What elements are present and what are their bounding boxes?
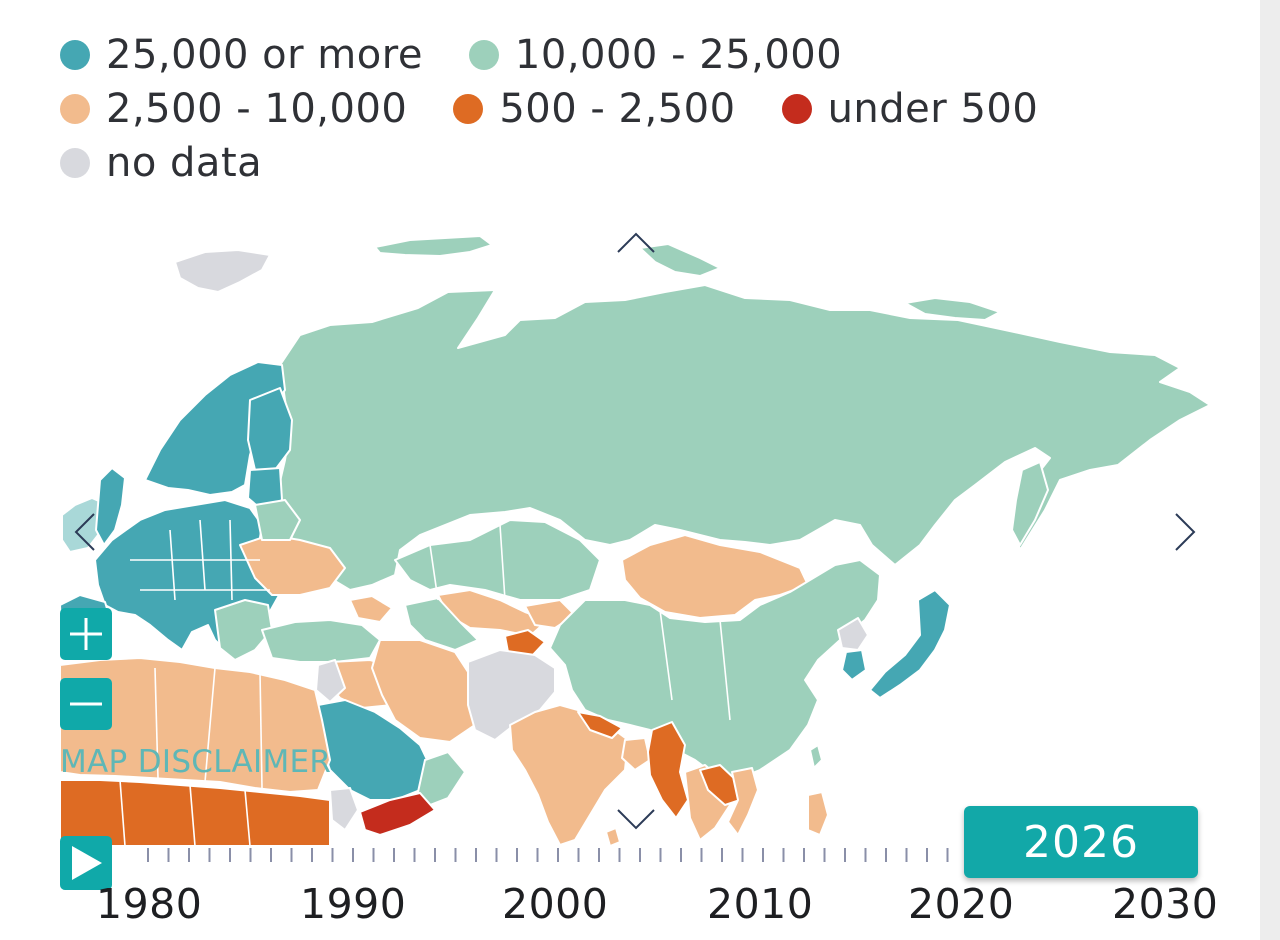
region-japan[interactable] — [869, 589, 951, 699]
legend: 25,000 or more 10,000 - 25,000 2,500 - 1… — [60, 28, 1160, 190]
region-myanmar[interactable] — [647, 721, 689, 819]
legend-label: 25,000 or more — [106, 32, 423, 78]
region-sri-lanka[interactable] — [605, 827, 621, 846]
region-sakhalin[interactable] — [1011, 461, 1049, 546]
region-philippines[interactable] — [807, 791, 829, 836]
legend-swatch — [781, 94, 812, 124]
region-turkey[interactable] — [261, 619, 381, 663]
region-russia[interactable] — [271, 284, 1211, 591]
map-canvas[interactable] — [60, 220, 1220, 846]
map-disclaimer-link[interactable]: MAP DISCLAIMER — [60, 744, 332, 780]
legend-item-500-2500[interactable]: 500 - 2,500 — [453, 86, 735, 132]
region-finland[interactable] — [247, 387, 293, 471]
region-balkans[interactable] — [214, 599, 273, 661]
play-icon — [72, 846, 102, 880]
legend-item-under-500[interactable]: under 500 — [781, 86, 1039, 132]
region-arctic-islands-far-east[interactable] — [904, 297, 1001, 321]
legend-swatch — [453, 94, 484, 124]
region-india[interactable] — [509, 704, 629, 846]
region-mongolia[interactable] — [621, 534, 809, 619]
region-nepal[interactable] — [577, 711, 623, 739]
region-sahel[interactable] — [60, 779, 331, 846]
legend-item-no-data[interactable]: no data — [60, 140, 262, 186]
legend-swatch — [60, 94, 90, 124]
region-tajikistan[interactable] — [504, 629, 546, 659]
page-scrollbar[interactable] — [1260, 0, 1280, 940]
chevron-down-icon[interactable] — [616, 806, 656, 832]
legend-item-25000-or-more[interactable]: 25,000 or more — [60, 32, 423, 78]
legend-label: 2,500 - 10,000 — [106, 86, 408, 132]
region-turkmenistan[interactable] — [404, 597, 479, 651]
legend-label: 500 - 2,500 — [499, 86, 736, 132]
region-bangladesh[interactable] — [621, 737, 651, 771]
timeline-slider[interactable] — [0, 840, 1280, 940]
region-caucasus[interactable] — [349, 595, 393, 623]
legend-item-2500-10000[interactable]: 2,500 - 10,000 — [60, 86, 407, 132]
region-north-africa[interactable] — [60, 657, 331, 793]
region-svalbard[interactable] — [174, 249, 271, 293]
region-great-britain[interactable] — [95, 467, 126, 546]
region-china[interactable] — [549, 559, 881, 781]
region-arctic-islands-west[interactable] — [374, 235, 493, 257]
play-button[interactable] — [60, 836, 112, 890]
region-korea-south[interactable] — [841, 649, 867, 681]
legend-swatch — [60, 40, 90, 70]
zoom-out-button[interactable] — [60, 678, 112, 730]
plus-icon — [70, 618, 102, 650]
region-levant[interactable] — [315, 659, 346, 703]
axis-label-2020: 2020 — [908, 880, 1015, 928]
zoom-in-button[interactable] — [60, 608, 112, 660]
chevron-left-icon[interactable] — [72, 512, 98, 552]
legend-row: 2,500 - 10,000 500 - 2,500 under 500 — [60, 82, 1160, 136]
region-belarus[interactable] — [254, 499, 301, 541]
region-arctic-islands-east[interactable] — [639, 243, 721, 277]
legend-label: 10,000 - 25,000 — [514, 32, 843, 78]
map-viewport[interactable] — [60, 220, 1220, 846]
legend-row: no data — [60, 136, 1160, 190]
chevron-right-icon[interactable] — [1172, 512, 1198, 552]
current-year-badge[interactable]: 2026 — [964, 806, 1198, 878]
axis-label-1980: 1980 — [96, 880, 203, 928]
chevron-up-icon[interactable] — [616, 230, 656, 256]
legend-label: no data — [106, 140, 263, 186]
legend-swatch — [468, 40, 499, 70]
legend-label: under 500 — [827, 86, 1039, 132]
axis-label-2010: 2010 — [707, 880, 814, 928]
axis-label-2030: 2030 — [1112, 880, 1219, 928]
region-iran[interactable] — [371, 639, 476, 743]
region-vietnam[interactable] — [727, 767, 759, 836]
region-taiwan[interactable] — [809, 744, 823, 769]
axis-label-1990: 1990 — [300, 880, 407, 928]
region-eritrea[interactable] — [329, 787, 359, 831]
region-yemen[interactable] — [359, 792, 436, 836]
legend-swatch — [60, 148, 90, 178]
legend-item-10000-25000[interactable]: 10,000 - 25,000 — [468, 32, 843, 78]
region-korea-north[interactable] — [837, 617, 869, 651]
legend-row: 25,000 or more 10,000 - 25,000 — [60, 28, 1160, 82]
axis-label-2000: 2000 — [502, 880, 609, 928]
minus-icon — [70, 702, 102, 706]
region-oman[interactable] — [417, 751, 466, 806]
